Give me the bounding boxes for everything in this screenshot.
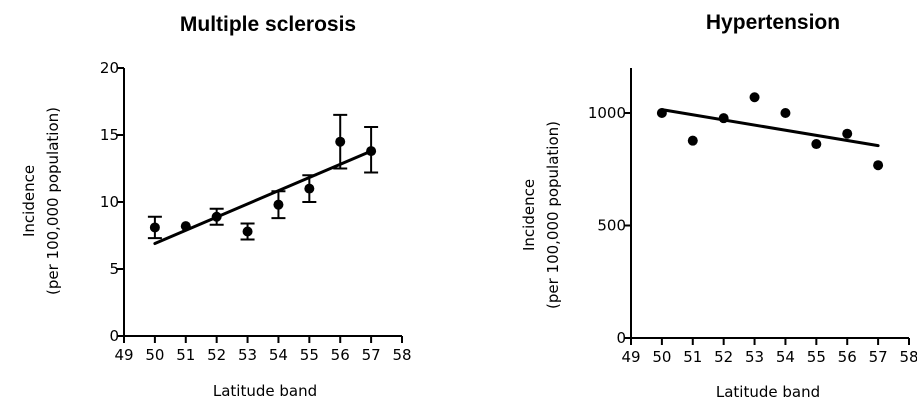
data-marks [656, 92, 884, 171]
data-point [180, 221, 191, 232]
x-tick-label: 53 [238, 346, 257, 364]
data-point [304, 183, 315, 194]
data-point [780, 108, 791, 118]
y-tick-label: 5 [109, 260, 119, 278]
data-point [873, 160, 884, 171]
chart-title: Multiple sclerosis [180, 13, 356, 36]
data-marks [147, 113, 379, 246]
axes: 49 50 51 52 53 54 55 56 57 58 0 500 1000 [588, 68, 917, 366]
data-point [687, 135, 698, 146]
x-axis-label: Latitude band [213, 382, 317, 400]
y-axis-label-line-2: (per 100,000 population) [544, 121, 562, 309]
x-tick-label: 50 [652, 348, 671, 366]
x-axis-label: Latitude band [716, 383, 820, 401]
x-tick-label: 55 [300, 346, 319, 364]
x-tick-label: 56 [331, 346, 350, 364]
x-tick-label: 58 [899, 348, 917, 366]
x-tick-label: 52 [207, 346, 226, 364]
x-tick-label: 49 [621, 348, 640, 366]
y-tick-label: 20 [100, 59, 119, 77]
data-point [273, 199, 284, 210]
x-tick-label: 54 [269, 346, 288, 364]
y-tick-label: 1000 [588, 104, 626, 122]
x-tick-label: 54 [776, 348, 795, 366]
x-tick-label: 51 [683, 348, 702, 366]
regression-line [153, 149, 373, 246]
data-point [211, 211, 222, 222]
y-axis-label: Incidence (per 100,000 population) [520, 121, 562, 309]
data-point [656, 108, 667, 118]
x-tick-label: 58 [392, 346, 411, 364]
data-point [335, 136, 346, 147]
axes: 49 50 51 52 53 54 55 56 57 58 0 5 10 15 20 [100, 59, 412, 364]
x-tick-label: 52 [714, 348, 733, 366]
y-tick-label: 0 [109, 327, 119, 345]
y-tick-label: 10 [100, 193, 119, 211]
y-tick-label: 0 [616, 329, 626, 347]
x-tick-label: 49 [114, 346, 133, 364]
chart-title: Hypertension [706, 11, 840, 34]
data-point [811, 139, 822, 150]
data-point [842, 128, 853, 139]
y-axis-label: Incidence (per 100,000 population) [20, 107, 62, 295]
chart-panel-multiple-sclerosis: Multiple sclerosis Incidence (per 100,00… [20, 13, 412, 400]
data-point [366, 146, 377, 157]
data-point [242, 226, 253, 237]
data-point [718, 113, 729, 124]
y-axis-label-line-1: Incidence [20, 165, 38, 237]
y-tick-label: 500 [597, 217, 626, 235]
y-axis-label-line-1: Incidence [520, 179, 538, 251]
x-tick-label: 50 [145, 346, 164, 364]
x-tick-label: 51 [176, 346, 195, 364]
data-point [149, 222, 160, 233]
y-axis-label-line-2: (per 100,000 population) [44, 107, 62, 295]
x-tick-label: 53 [745, 348, 764, 366]
x-tick-label: 57 [362, 346, 381, 364]
regression-line [660, 108, 880, 148]
y-tick-label: 15 [100, 126, 119, 144]
x-tick-label: 57 [869, 348, 888, 366]
x-tick-label: 55 [807, 348, 826, 366]
x-tick-label: 56 [838, 348, 857, 366]
data-point [749, 92, 760, 103]
chart-panel-hypertension: Hypertension Incidence (per 100,000 popu… [520, 11, 917, 401]
